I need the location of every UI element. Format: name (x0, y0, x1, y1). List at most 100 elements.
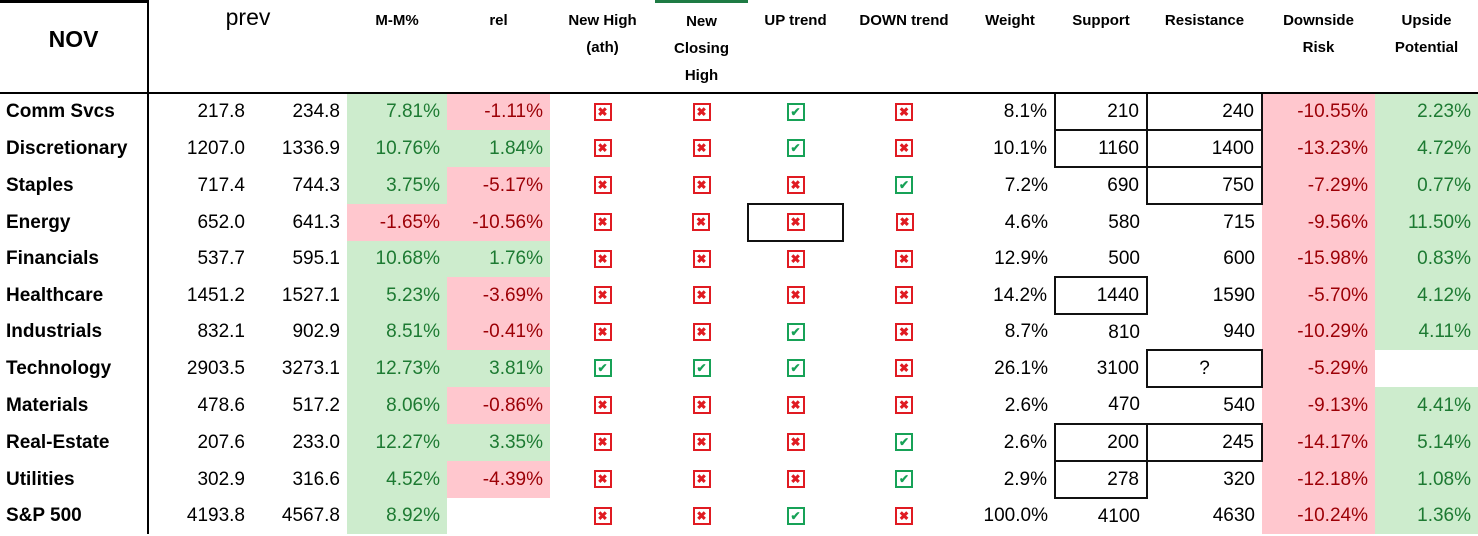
rel-cell[interactable]: -10.56% (447, 204, 550, 241)
rel-cell[interactable] (447, 498, 550, 534)
mm-cell[interactable]: 12.27% (347, 424, 447, 461)
mm-cell[interactable]: 8.51% (347, 314, 447, 350)
new-high-flag[interactable]: ✖ (550, 130, 655, 167)
down-trend-flag[interactable]: ✖ (843, 93, 965, 130)
down-trend-flag[interactable]: ✖ (843, 204, 965, 241)
prev2-cell[interactable]: 1527.1 (281, 284, 340, 306)
sector-cell[interactable]: Energy (0, 204, 149, 241)
rel-cell[interactable]: 1.76% (447, 241, 550, 277)
resistance-cell[interactable]: 940 (1223, 320, 1255, 342)
weight-cell[interactable]: 2.6% (1003, 431, 1047, 453)
downside-risk-cell[interactable]: -5.70% (1262, 277, 1375, 314)
downside-risk-header-cell[interactable]: Downside Risk (1262, 1, 1375, 94)
down-trend-flag[interactable]: ✖ (843, 387, 965, 424)
weight-cell[interactable]: 8.1% (1003, 101, 1047, 122)
new-high-flag[interactable]: ✔ (550, 350, 655, 387)
mm-cell[interactable]: 5.23% (347, 277, 447, 314)
downside-risk-cell[interactable]: -7.29% (1262, 167, 1375, 204)
new-closing-high-flag[interactable]: ✖ (655, 277, 748, 314)
new-high-flag[interactable]: ✖ (550, 314, 655, 350)
upside-potential-cell[interactable]: 4.41% (1375, 387, 1478, 424)
resistance-cell[interactable]: 540 (1223, 394, 1255, 416)
resistance-cell[interactable]: 600 (1223, 248, 1255, 269)
sector-cell[interactable]: Comm Svcs (0, 93, 149, 130)
prev2-cell[interactable]: 234.8 (292, 101, 340, 122)
up-trend-flag[interactable]: ✔ (748, 314, 843, 350)
new-high-flag[interactable]: ✖ (550, 241, 655, 277)
downside-risk-cell[interactable]: -14.17% (1262, 424, 1375, 461)
mm-cell[interactable]: -1.65% (347, 204, 447, 241)
sector-cell[interactable]: Technology (0, 350, 149, 387)
prev1-cell[interactable]: 4193.8 (186, 505, 245, 526)
downside-risk-cell[interactable]: -9.56% (1262, 204, 1375, 241)
up-trend-flag[interactable]: ✔ (748, 93, 843, 130)
new-closing-high-flag[interactable]: ✖ (655, 498, 748, 534)
downside-risk-cell[interactable]: -15.98% (1262, 241, 1375, 277)
new-high-flag[interactable]: ✖ (550, 93, 655, 130)
up-trend-flag[interactable]: ✖ (748, 387, 843, 424)
down-trend-flag[interactable]: ✖ (843, 241, 965, 277)
new-closing-high-flag[interactable]: ✖ (655, 424, 748, 461)
weight-cell[interactable]: 7.2% (1004, 174, 1048, 196)
up-trend-flag[interactable]: ✖ (748, 167, 843, 204)
rel-cell[interactable]: 3.35% (447, 424, 550, 461)
support-cell[interactable]: 278 (1054, 460, 1148, 499)
downside-risk-cell[interactable]: -10.29% (1262, 314, 1375, 350)
rel-cell[interactable]: 1.84% (447, 130, 550, 167)
upside-potential-cell[interactable]: 2.23% (1375, 93, 1478, 130)
sector-cell[interactable]: Real-Estate (0, 424, 149, 461)
up-trend-flag[interactable]: ✖ (748, 424, 843, 461)
weight-cell[interactable]: 2.6% (1004, 394, 1048, 416)
upside-potential-cell[interactable]: 4.12% (1375, 277, 1478, 314)
sector-cell[interactable]: Staples (0, 167, 149, 204)
support-cell[interactable]: 470 (1108, 394, 1140, 415)
rel-cell[interactable]: -5.17% (447, 167, 550, 204)
resistance-cell[interactable]: 320 (1223, 469, 1255, 490)
month-header-cell[interactable]: NOV (0, 0, 149, 94)
downside-risk-cell[interactable]: -9.13% (1262, 387, 1375, 424)
upside-potential-header-cell[interactable]: Upside Potential (1375, 1, 1478, 94)
prev1-cell[interactable]: 478.6 (197, 394, 245, 416)
new-closing-high-flag[interactable]: ✖ (655, 130, 748, 167)
upside-potential-cell[interactable]: 0.77% (1375, 167, 1478, 204)
down-trend-flag[interactable]: ✖ (843, 277, 965, 314)
sector-cell[interactable]: Industrials (0, 314, 149, 350)
resistance-cell[interactable]: 4630 (1212, 505, 1255, 526)
up-trend-flag[interactable]: ✔ (748, 350, 843, 387)
new-closing-high-flag[interactable]: ✖ (655, 167, 748, 204)
downside-risk-cell[interactable]: -10.24% (1262, 498, 1375, 534)
new-high-flag[interactable]: ✖ (550, 204, 655, 241)
new-high-flag[interactable]: ✖ (550, 387, 655, 424)
support-cell[interactable]: 210 (1054, 92, 1148, 131)
prev1-cell[interactable]: 217.8 (197, 101, 245, 122)
support-cell[interactable]: 200 (1054, 423, 1148, 462)
prev-header-cell[interactable]: prev (148, 1, 347, 94)
prev2-cell[interactable]: 316.6 (292, 468, 340, 490)
mm-cell[interactable]: 10.68% (347, 241, 447, 277)
prev2-cell[interactable]: 233.0 (292, 431, 340, 453)
prev2-cell[interactable]: 595.1 (292, 248, 340, 269)
new-high-flag[interactable]: ✖ (550, 498, 655, 534)
prev1-cell[interactable]: 302.9 (197, 468, 245, 490)
rel-cell[interactable]: -1.11% (447, 93, 550, 130)
new-closing-high-flag[interactable]: ✖ (655, 204, 748, 241)
up-trend-flag[interactable]: ✖ (748, 241, 843, 277)
downside-risk-cell[interactable]: -13.23% (1262, 130, 1375, 167)
upside-potential-cell[interactable]: 4.72% (1375, 130, 1478, 167)
rel-cell[interactable]: -4.39% (447, 461, 550, 498)
new-closing-high-flag[interactable]: ✖ (655, 461, 748, 498)
prev1-cell[interactable]: 537.7 (197, 248, 245, 269)
new-high-flag[interactable]: ✖ (550, 277, 655, 314)
support-cell[interactable]: 810 (1108, 321, 1140, 343)
weight-cell[interactable]: 12.9% (994, 248, 1048, 269)
rel-cell[interactable]: -0.86% (447, 387, 550, 424)
up-trend-flag[interactable]: ✖ (748, 277, 843, 314)
sector-cell[interactable]: S&P 500 (0, 498, 149, 534)
rel-cell[interactable]: -3.69% (447, 277, 550, 314)
down-trend-flag[interactable]: ✖ (843, 130, 965, 167)
upside-potential-cell[interactable] (1375, 350, 1478, 387)
new-closing-high-header-cell[interactable]: New Closing High (655, 0, 748, 94)
upside-potential-cell[interactable]: 4.11% (1375, 314, 1478, 350)
support-cell[interactable]: 4100 (1097, 505, 1140, 527)
down-trend-flag[interactable]: ✔ (843, 424, 965, 461)
